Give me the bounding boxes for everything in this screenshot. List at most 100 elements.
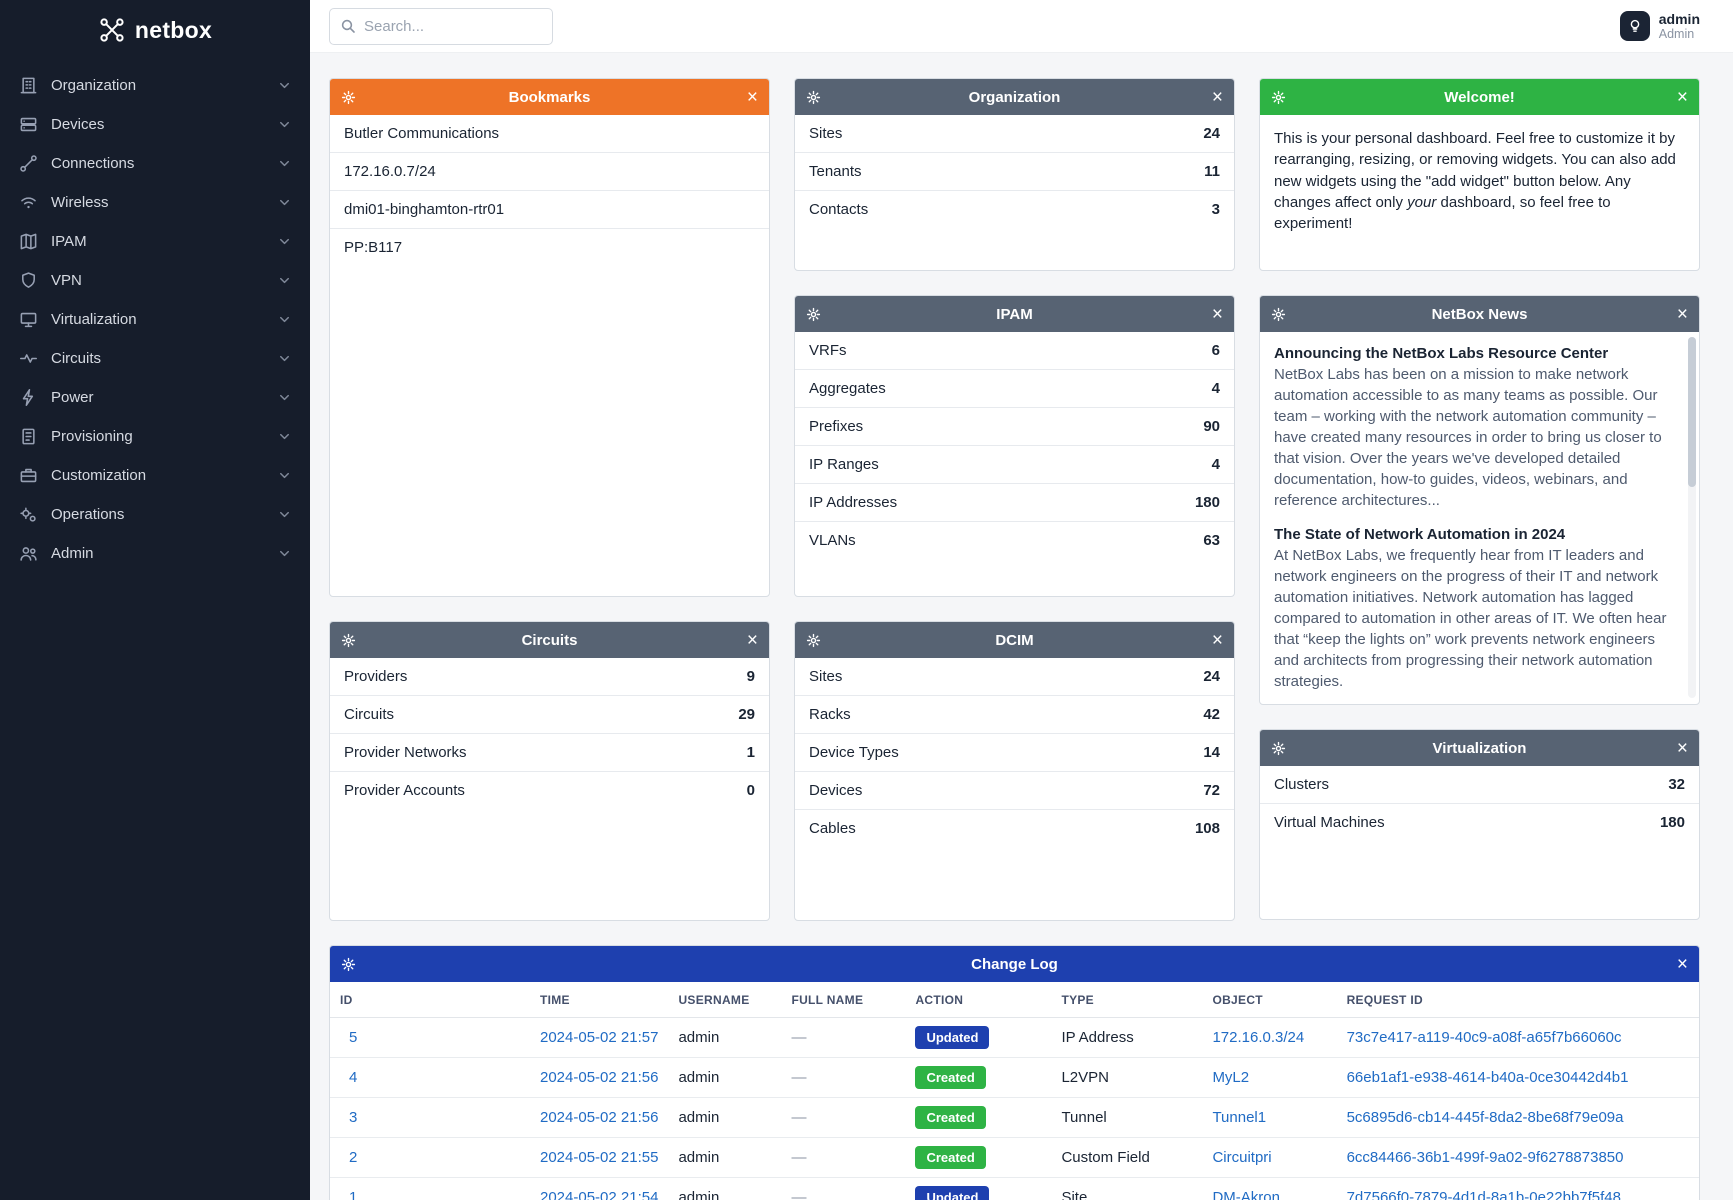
bolt-icon <box>19 388 39 408</box>
widget-settings-icon[interactable] <box>806 90 821 105</box>
stat-value[interactable]: 3 <box>1211 201 1220 218</box>
stat-value[interactable]: 180 <box>1194 494 1220 511</box>
widget-settings-icon[interactable] <box>1271 307 1286 322</box>
bookmark-item[interactable]: PP:B117 <box>344 239 403 256</box>
stat-value[interactable]: 180 <box>1659 814 1685 831</box>
sidebar-item[interactable]: Connections <box>0 144 310 183</box>
widget-settings-icon[interactable] <box>341 633 356 648</box>
widget-settings-icon[interactable] <box>806 633 821 648</box>
widget-close-icon[interactable]: × <box>1211 303 1223 325</box>
change-id-link[interactable]: 1 <box>330 1177 530 1200</box>
change-time-link[interactable]: 2024-05-02 21:56 <box>530 1057 669 1098</box>
stat-value[interactable]: 11 <box>1204 163 1220 180</box>
change-time-link[interactable]: 2024-05-02 21:55 <box>530 1137 669 1178</box>
widget-close-icon[interactable]: × <box>1676 737 1688 759</box>
change-time-link[interactable]: 2024-05-02 21:57 <box>530 1017 669 1058</box>
sidebar-item[interactable]: Wireless <box>0 183 310 222</box>
widget-settings-icon[interactable] <box>1271 741 1286 756</box>
change-log-column-header: OBJECT <box>1202 982 1337 1018</box>
widget-settings-icon[interactable] <box>341 957 356 972</box>
stat-label: IP Addresses <box>809 494 898 511</box>
change-object-link[interactable]: 172.16.0.3/24 <box>1202 1017 1337 1058</box>
change-id-link[interactable]: 2 <box>330 1137 530 1178</box>
change-object-link[interactable]: Tunnel1 <box>1202 1097 1337 1138</box>
change-request-id-link[interactable]: 7d7566f0-7879-4d1d-8a1b-0e22bb7f5f48 <box>1336 1177 1699 1200</box>
widget-settings-icon[interactable] <box>806 307 821 322</box>
stat-value[interactable]: 42 <box>1203 706 1220 723</box>
change-time-link[interactable]: 2024-05-02 21:54 <box>530 1177 669 1200</box>
change-log-table: ID TIME USERNAME FULL NAME ACTION TYPE OBJECT R… <box>330 982 1699 1200</box>
sidebar-item[interactable]: Virtualization <box>0 300 310 339</box>
widget-close-icon[interactable]: × <box>1676 86 1688 108</box>
news-scrollbar-thumb[interactable] <box>1688 337 1696 487</box>
sidebar-item[interactable]: Provisioning <box>0 417 310 456</box>
sidebar-item[interactable]: Power <box>0 378 310 417</box>
widget-close-icon[interactable]: × <box>1211 629 1223 651</box>
change-object-link[interactable]: DM-Akron <box>1202 1177 1337 1200</box>
stat-value[interactable]: 63 <box>1203 532 1220 549</box>
sidebar-item[interactable]: Operations <box>0 495 310 534</box>
bookmark-item[interactable]: Butler Communications <box>330 115 769 153</box>
widget-close-icon[interactable]: × <box>746 86 758 108</box>
widget-settings-icon[interactable] <box>1271 90 1286 105</box>
stat-row: IP Addresses 180 <box>795 484 1234 522</box>
sidebar-item-label: Devices <box>51 116 105 133</box>
change-log-row: 1 2024-05-02 21:54 admin — Updated Site … <box>330 1177 1699 1200</box>
change-id-link[interactable]: 5 <box>330 1017 530 1058</box>
sidebar-item[interactable]: Admin <box>0 534 310 573</box>
bookmark-item[interactable]: 172.16.0.7/24 <box>330 153 769 191</box>
sidebar-item-label: Wireless <box>51 194 109 211</box>
stat-row: Aggregates 4 <box>795 370 1234 408</box>
change-id-link[interactable]: 3 <box>330 1097 530 1138</box>
change-request-id-link[interactable]: 73c7e417-a119-40c9-a08f-a65f7b66060c <box>1336 1017 1699 1058</box>
change-log-column-header: TIME <box>530 982 669 1018</box>
stat-value[interactable]: 9 <box>746 668 755 685</box>
stat-value[interactable]: 4 <box>1211 456 1220 473</box>
dashboard-column-2: Organization × Sites 24 Tenants 11 <box>794 78 1235 921</box>
stat-value[interactable]: 90 <box>1203 418 1220 435</box>
stat-value[interactable]: 6 <box>1211 342 1220 359</box>
stat-row: Provider Networks 1 <box>330 734 769 772</box>
change-request-id-link[interactable]: 5c6895d6-cb14-445f-8da2-8be68f79e09a <box>1336 1097 1699 1138</box>
change-object-link[interactable]: MyL2 <box>1202 1057 1337 1098</box>
sidebar-item-label: Connections <box>51 155 135 172</box>
change-id-link[interactable]: 4 <box>330 1057 530 1098</box>
news-article-title[interactable]: The State of Network Automation in 2024 <box>1274 526 1566 543</box>
sidebar-item[interactable]: VPN <box>0 261 310 300</box>
sidebar-item[interactable]: Circuits <box>0 339 310 378</box>
bookmark-item[interactable]: dmi01-binghamton-rtr01 <box>330 191 769 229</box>
sidebar-item[interactable]: Customization <box>0 456 310 495</box>
news-article-title[interactable]: Announcing the NetBox Labs Resource Cent… <box>1274 345 1609 362</box>
chevron-down-icon <box>277 429 292 444</box>
widget-title: DCIM <box>995 631 1034 649</box>
widget-close-icon[interactable]: × <box>1676 303 1688 325</box>
netbox-logo[interactable]: netbox <box>0 0 310 58</box>
stat-value[interactable]: 24 <box>1203 125 1220 142</box>
stat-value[interactable]: 14 <box>1203 744 1220 761</box>
stat-value[interactable]: 72 <box>1203 782 1220 799</box>
sidebar-item[interactable]: Devices <box>0 105 310 144</box>
stat-value[interactable]: 108 <box>1194 820 1220 837</box>
widget-close-icon[interactable]: × <box>1676 953 1688 975</box>
sidebar-item[interactable]: IPAM <box>0 222 310 261</box>
news-scrollbar[interactable] <box>1688 337 1696 698</box>
stat-value[interactable]: 0 <box>746 782 755 799</box>
change-request-id-link[interactable]: 6cc84466-36b1-499f-9a02-9f6278873850 <box>1336 1137 1699 1178</box>
theme-toggle-button[interactable] <box>1619 11 1650 41</box>
stat-value[interactable]: 29 <box>738 706 755 723</box>
search-input[interactable] <box>364 17 542 35</box>
user-menu[interactable]: admin Admin <box>1619 11 1700 41</box>
change-object-link[interactable]: Circuitpri <box>1202 1137 1337 1178</box>
widget-close-icon[interactable]: × <box>1211 86 1223 108</box>
stat-value[interactable]: 4 <box>1211 380 1220 397</box>
stat-label: Provider Accounts <box>344 782 465 799</box>
change-time-link[interactable]: 2024-05-02 21:56 <box>530 1097 669 1138</box>
stat-value[interactable]: 24 <box>1203 668 1220 685</box>
stat-value[interactable]: 32 <box>1668 776 1685 793</box>
stat-value[interactable]: 1 <box>746 744 755 761</box>
change-request-id-link[interactable]: 66eb1af1-e938-4614-b40a-0ce30442d4b1 <box>1336 1057 1699 1098</box>
sidebar-item[interactable]: Organization <box>0 66 310 105</box>
widget-settings-icon[interactable] <box>341 90 356 105</box>
stat-label: Providers <box>344 668 408 685</box>
widget-close-icon[interactable]: × <box>746 629 758 651</box>
